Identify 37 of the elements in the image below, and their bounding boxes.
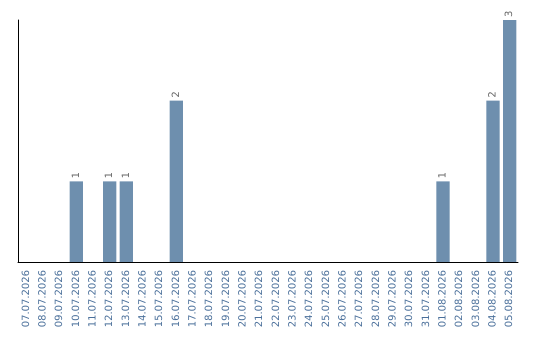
x-tick-label: 10.07.2026 [70,270,82,328]
x-tick-label: 20.07.2026 [238,270,248,328]
data-label: 1 [120,172,132,178]
x-tick-label: 14.07.2026 [138,270,148,328]
data-label: 1 [104,172,116,178]
x-tick-label: 07.07.2026 [20,270,32,328]
x-tick-label: 03.08.2026 [470,270,482,328]
x-tick-label: 16.07.2026 [170,270,182,328]
data-label: 1 [70,172,82,178]
x-tick-label: 23.07.2026 [288,270,298,328]
x-tick-label: 31.07.2026 [420,270,432,328]
x-tick-label: 04.08.2026 [488,270,498,328]
x-tick-label: 02.08.2026 [454,270,466,328]
x-tick-label: 12.07.2026 [104,270,116,328]
x-tick-label: 21.07.2026 [254,270,266,328]
x-tick-label: 28.07.2026 [370,270,382,328]
x-tick-label: 26.07.2026 [338,270,348,328]
data-label: 3 [504,10,516,17]
x-tick-label: 05.08.2026 [504,270,516,328]
x-tick-label: 29.07.2026 [388,270,398,328]
x-tick-label: 09.07.2026 [54,270,66,328]
x-tick-label: 30.07.2026 [404,270,416,328]
data-label: 1 [438,172,448,178]
x-tick-label: 01.08.2026 [438,270,448,328]
data-label: 2 [488,91,498,98]
x-tick-label: 17.07.2026 [188,270,198,328]
x-tick-label: 15.07.2026 [154,270,166,328]
x-tick-label: 11.07.2026 [88,270,98,328]
x-tick-label: 19.07.2026 [220,270,232,328]
x-tick-label: 22.07.2026 [270,270,282,328]
x-tick-label: 24.07.2026 [304,270,316,328]
x-tick-label: 08.07.2026 [38,270,48,328]
x-tick-label: 18.07.2026 [204,270,216,328]
data-label: 2 [170,91,182,98]
x-tick-label: 13.07.2026 [120,270,132,328]
x-tick-label: 27.07.2026 [354,270,366,328]
x-tick-label: 25.07.2026 [320,270,332,328]
